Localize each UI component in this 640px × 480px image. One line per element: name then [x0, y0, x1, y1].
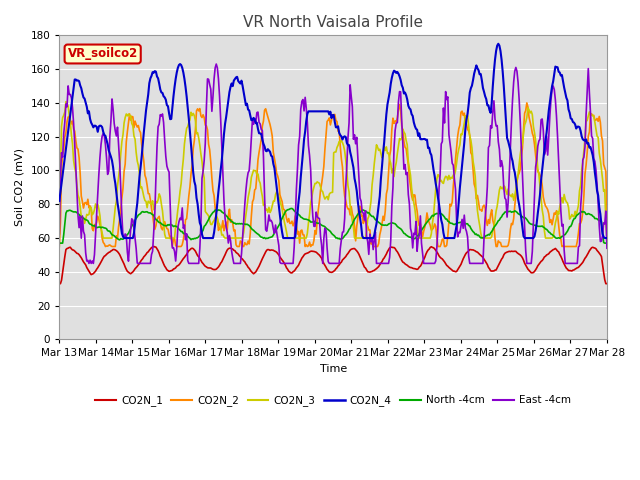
CO2N_1: [591, 245, 598, 251]
CO2N_1: [317, 254, 324, 260]
North -4cm: [288, 205, 296, 211]
CO2N_1: [603, 281, 611, 287]
North -4cm: [56, 240, 63, 246]
CO2N_4: [592, 178, 600, 183]
East -4cm: [318, 242, 326, 248]
CO2N_4: [495, 41, 502, 47]
CO2N_3: [592, 127, 600, 132]
North -4cm: [603, 240, 611, 246]
Title: VR North Vaisala Profile: VR North Vaisala Profile: [243, 15, 423, 30]
Line: CO2N_3: CO2N_3: [60, 102, 607, 238]
CO2N_3: [383, 151, 391, 156]
North -4cm: [317, 222, 324, 228]
CO2N_3: [506, 192, 514, 198]
East -4cm: [321, 225, 329, 231]
CO2N_2: [381, 208, 389, 214]
Line: CO2N_1: CO2N_1: [60, 246, 607, 284]
East -4cm: [506, 144, 514, 150]
CO2N_2: [591, 118, 598, 123]
East -4cm: [212, 61, 220, 67]
CO2N_4: [383, 111, 390, 117]
CO2N_2: [523, 100, 531, 106]
East -4cm: [85, 261, 93, 266]
East -4cm: [383, 261, 391, 266]
CO2N_2: [316, 198, 323, 204]
East -4cm: [603, 245, 611, 251]
East -4cm: [56, 231, 63, 237]
CO2N_3: [62, 99, 70, 105]
North -4cm: [320, 223, 328, 229]
Legend: CO2N_1, CO2N_2, CO2N_3, CO2N_4, North -4cm, East -4cm: CO2N_1, CO2N_2, CO2N_3, CO2N_4, North -4…: [91, 391, 575, 410]
CO2N_4: [120, 235, 128, 241]
CO2N_4: [56, 198, 63, 204]
CO2N_1: [506, 249, 513, 254]
CO2N_4: [353, 188, 360, 193]
East -4cm: [592, 167, 600, 173]
CO2N_3: [603, 235, 611, 241]
Line: CO2N_2: CO2N_2: [60, 103, 607, 247]
East -4cm: [354, 156, 362, 161]
CO2N_3: [354, 235, 362, 241]
North -4cm: [383, 222, 390, 228]
CO2N_1: [320, 261, 328, 266]
CO2N_2: [319, 173, 326, 179]
CO2N_3: [99, 235, 107, 241]
X-axis label: Time: Time: [319, 364, 347, 374]
Y-axis label: Soil CO2 (mV): Soil CO2 (mV): [15, 148, 25, 227]
CO2N_4: [506, 147, 514, 153]
CO2N_1: [56, 281, 63, 287]
Line: North -4cm: North -4cm: [60, 208, 607, 243]
Line: East -4cm: East -4cm: [60, 64, 607, 264]
North -4cm: [353, 213, 360, 219]
Text: VR_soilco2: VR_soilco2: [68, 48, 138, 60]
Line: CO2N_4: CO2N_4: [60, 44, 607, 238]
North -4cm: [591, 216, 598, 221]
CO2N_3: [321, 196, 329, 202]
CO2N_1: [150, 243, 157, 249]
CO2N_2: [504, 242, 512, 248]
North -4cm: [506, 209, 513, 215]
CO2N_1: [383, 251, 390, 257]
CO2N_1: [353, 248, 360, 254]
CO2N_4: [320, 108, 328, 114]
CO2N_4: [317, 108, 324, 114]
CO2N_3: [56, 210, 63, 216]
CO2N_3: [318, 188, 326, 193]
CO2N_2: [352, 238, 360, 244]
CO2N_4: [603, 235, 611, 241]
CO2N_2: [603, 213, 611, 218]
CO2N_2: [56, 244, 63, 250]
